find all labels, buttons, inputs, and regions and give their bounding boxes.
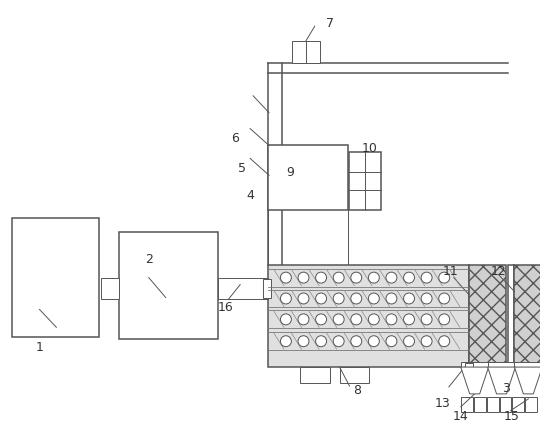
Circle shape xyxy=(369,293,379,304)
Bar xyxy=(268,145,347,210)
Polygon shape xyxy=(514,367,542,394)
Circle shape xyxy=(421,314,432,325)
Circle shape xyxy=(369,314,379,325)
Bar xyxy=(119,232,218,339)
Bar xyxy=(268,265,469,367)
Text: 12: 12 xyxy=(491,265,506,278)
Circle shape xyxy=(421,272,432,283)
Circle shape xyxy=(351,272,362,283)
Text: 7: 7 xyxy=(326,17,334,30)
Bar xyxy=(488,362,515,367)
Bar xyxy=(469,265,506,367)
Circle shape xyxy=(333,293,344,304)
Bar xyxy=(500,397,512,412)
Bar xyxy=(514,362,542,367)
Text: 3: 3 xyxy=(502,382,511,396)
Bar xyxy=(487,397,499,412)
Text: 5: 5 xyxy=(238,162,246,175)
Circle shape xyxy=(438,336,450,347)
Bar xyxy=(300,367,330,383)
Circle shape xyxy=(351,293,362,304)
Circle shape xyxy=(333,336,344,347)
Circle shape xyxy=(369,272,379,283)
Bar xyxy=(464,363,473,371)
Polygon shape xyxy=(488,367,515,394)
Circle shape xyxy=(351,336,362,347)
Bar xyxy=(512,397,524,412)
Circle shape xyxy=(386,336,397,347)
Circle shape xyxy=(404,336,415,347)
Bar xyxy=(292,41,320,63)
Bar xyxy=(350,152,381,210)
Circle shape xyxy=(404,272,415,283)
Text: 9: 9 xyxy=(286,166,294,179)
Bar xyxy=(461,397,473,412)
Text: 1: 1 xyxy=(36,341,43,353)
Text: 2: 2 xyxy=(145,253,153,266)
Bar xyxy=(461,362,488,367)
Text: 16: 16 xyxy=(217,301,233,314)
Bar xyxy=(541,362,542,367)
Circle shape xyxy=(280,272,292,283)
Text: 13: 13 xyxy=(435,397,451,410)
Circle shape xyxy=(404,314,415,325)
Circle shape xyxy=(298,293,309,304)
Circle shape xyxy=(280,336,292,347)
Circle shape xyxy=(315,272,326,283)
Circle shape xyxy=(298,336,309,347)
Circle shape xyxy=(386,293,397,304)
Circle shape xyxy=(315,293,326,304)
Bar xyxy=(474,397,486,412)
Circle shape xyxy=(333,314,344,325)
Bar xyxy=(218,278,268,300)
Text: 11: 11 xyxy=(443,265,459,278)
Circle shape xyxy=(421,336,432,347)
Polygon shape xyxy=(541,367,542,394)
Bar xyxy=(514,265,542,367)
Bar xyxy=(12,218,99,337)
Circle shape xyxy=(386,314,397,325)
Circle shape xyxy=(351,314,362,325)
Text: 6: 6 xyxy=(231,132,239,145)
Circle shape xyxy=(438,272,450,283)
Circle shape xyxy=(315,314,326,325)
Circle shape xyxy=(280,293,292,304)
Circle shape xyxy=(369,336,379,347)
Circle shape xyxy=(421,293,432,304)
Circle shape xyxy=(315,336,326,347)
Bar xyxy=(101,278,119,300)
Bar xyxy=(263,279,271,298)
Bar xyxy=(508,265,514,367)
Text: 14: 14 xyxy=(453,410,469,423)
Text: 15: 15 xyxy=(504,410,519,423)
Text: 4: 4 xyxy=(246,189,254,201)
Polygon shape xyxy=(461,367,488,394)
Circle shape xyxy=(438,293,450,304)
Circle shape xyxy=(280,314,292,325)
Circle shape xyxy=(404,293,415,304)
Text: 10: 10 xyxy=(362,142,377,155)
Circle shape xyxy=(298,314,309,325)
Circle shape xyxy=(333,272,344,283)
Bar xyxy=(525,397,537,412)
Circle shape xyxy=(298,272,309,283)
Circle shape xyxy=(438,314,450,325)
Circle shape xyxy=(386,272,397,283)
Bar xyxy=(339,367,369,383)
Text: 8: 8 xyxy=(353,385,362,397)
